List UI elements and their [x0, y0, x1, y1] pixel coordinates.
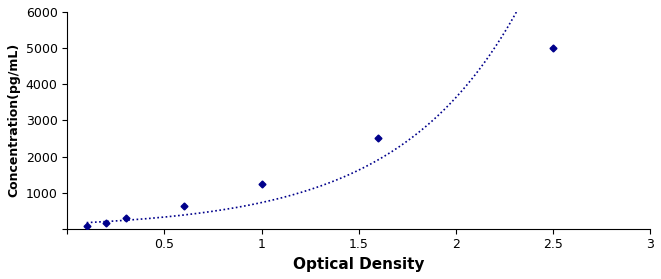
X-axis label: Optical Density: Optical Density [293, 257, 424, 272]
Y-axis label: Concentration(pg/mL): Concentration(pg/mL) [7, 43, 20, 198]
